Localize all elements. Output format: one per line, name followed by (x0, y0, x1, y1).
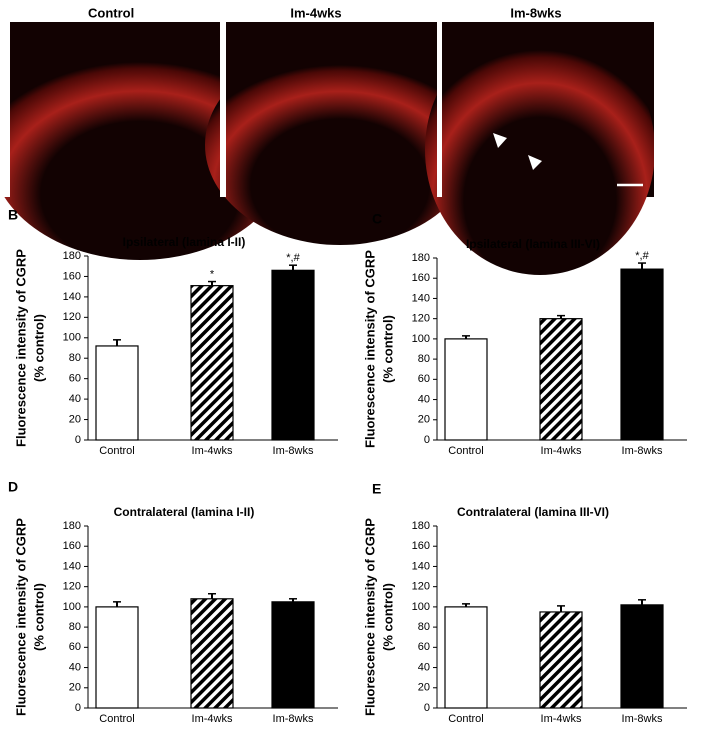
image-label: Im-8wks (510, 5, 561, 20)
y-tick-label: 20 (418, 682, 430, 694)
y-axis-label: Fluorescence intensity of CGRP (13, 518, 28, 716)
y-tick-label: 60 (69, 641, 81, 653)
bar (95, 345, 139, 441)
image-label: Control (88, 5, 134, 20)
bar (95, 606, 139, 709)
y-tick-label: 180 (63, 520, 81, 532)
y-tick-label: 120 (412, 581, 430, 593)
bar (620, 604, 664, 709)
y-tick-label: 100 (412, 333, 430, 345)
bar (444, 338, 488, 441)
chart-title: Contralateral (lamina I-II) (114, 505, 255, 519)
y-tick-label: 20 (69, 682, 81, 694)
y-tick-label: 160 (63, 270, 81, 282)
x-tick-label: Im-4wks (541, 713, 582, 725)
y-tick-label: 100 (63, 601, 81, 613)
y-tick-label: 80 (69, 352, 81, 364)
x-tick-label: Control (448, 445, 483, 457)
y-tick-label: 140 (412, 292, 430, 304)
x-tick-label: Im-4wks (192, 445, 233, 457)
y-tick-label: 0 (424, 702, 430, 714)
y-axis-label: Fluorescence intensity of CGRP (362, 518, 377, 716)
y-tick-label: 40 (418, 393, 430, 405)
y-axis-label: Fluorescence intensity of CGRP (362, 250, 377, 448)
x-tick-label: Im-8wks (622, 713, 663, 725)
y-tick-label: 160 (63, 540, 81, 552)
y-tick-label: 120 (63, 581, 81, 593)
y-tick-label: 40 (418, 661, 430, 673)
y-tick-label: 100 (63, 332, 81, 344)
y-tick-label: 120 (63, 311, 81, 323)
x-tick-label: Im-8wks (273, 713, 314, 725)
y-tick-label: 180 (63, 250, 81, 262)
micrograph (205, 22, 475, 245)
panel-label: E (372, 481, 381, 497)
bar (190, 598, 234, 709)
x-tick-label: Control (448, 713, 483, 725)
y-tick-label: 20 (69, 413, 81, 425)
bar (190, 285, 234, 441)
y-tick-label: 100 (412, 601, 430, 613)
x-tick-label: Control (99, 445, 134, 457)
image-label: Im-4wks (290, 5, 341, 20)
y-tick-label: 40 (69, 661, 81, 673)
bar (271, 269, 315, 441)
annotation: *,# (635, 250, 649, 262)
y-tick-label: 80 (69, 621, 81, 633)
y-axis-label: (% control) (380, 583, 395, 651)
y-axis-label: (% control) (380, 315, 395, 383)
y-axis-label: (% control) (31, 314, 46, 382)
y-tick-label: 160 (412, 540, 430, 552)
bar (620, 268, 664, 441)
chart-title: Ipsilateral (lamina III-VI) (466, 237, 600, 251)
x-tick-label: Im-8wks (622, 445, 663, 457)
bar (444, 606, 488, 709)
y-tick-label: 180 (412, 520, 430, 532)
y-axis-label: (% control) (31, 583, 46, 651)
y-tick-label: 160 (412, 272, 430, 284)
micrograph (425, 22, 655, 275)
x-tick-label: Im-4wks (192, 713, 233, 725)
y-tick-label: 60 (418, 373, 430, 385)
panel-label: D (8, 479, 18, 495)
x-tick-label: Im-4wks (541, 445, 582, 457)
y-tick-label: 40 (69, 393, 81, 405)
y-tick-label: 80 (418, 621, 430, 633)
y-tick-label: 80 (418, 353, 430, 365)
chart-title: Contralateral (lamina III-VI) (457, 505, 609, 519)
y-tick-label: 140 (63, 291, 81, 303)
bar (271, 601, 315, 709)
y-tick-label: 140 (412, 560, 430, 572)
panel-label: B (8, 207, 18, 223)
y-tick-label: 140 (63, 560, 81, 572)
y-axis-label: Fluorescence intensity of CGRP (13, 249, 28, 447)
y-tick-label: 0 (75, 434, 81, 446)
y-tick-label: 20 (418, 414, 430, 426)
arrowhead (528, 155, 542, 170)
chart-title: Ipsilateral (lamina I-II) (123, 235, 246, 249)
y-tick-label: 0 (424, 434, 430, 446)
x-tick-label: Im-8wks (273, 445, 314, 457)
annotation: * (210, 268, 215, 280)
annotation: *,# (286, 252, 300, 264)
bar (539, 611, 583, 709)
arrowhead (493, 133, 507, 148)
y-tick-label: 60 (418, 641, 430, 653)
y-tick-label: 120 (412, 313, 430, 325)
x-tick-label: Control (99, 713, 134, 725)
micrograph (0, 22, 290, 260)
y-tick-label: 60 (69, 373, 81, 385)
y-tick-label: 180 (412, 252, 430, 264)
bar (539, 318, 583, 441)
panel-label: C (372, 211, 382, 227)
y-tick-label: 0 (75, 702, 81, 714)
